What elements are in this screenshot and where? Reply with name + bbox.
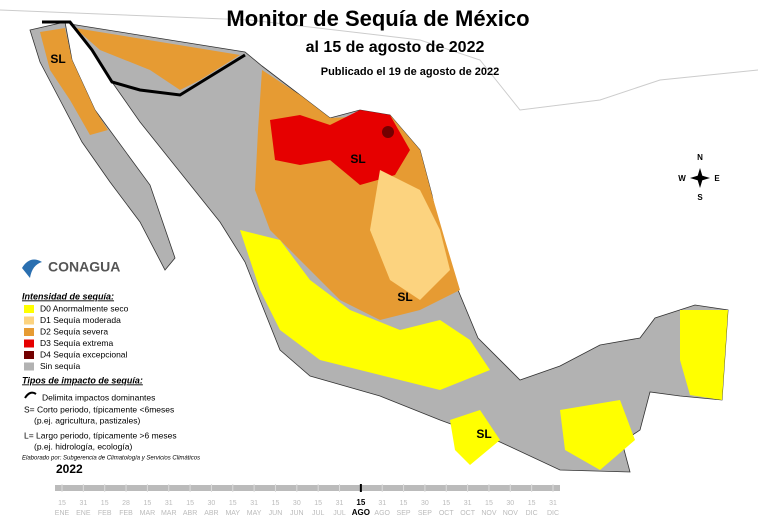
- legend-swatch: [24, 316, 34, 325]
- timeline-month: MAY: [247, 510, 262, 517]
- timeline-day: 15: [356, 498, 365, 507]
- map-label: SL: [350, 152, 365, 166]
- impact-long-example: (p.ej. hidrología, ecología): [34, 441, 132, 451]
- timeline-month: JUN: [269, 510, 283, 517]
- impact-long: L= Largo periodo, típicamente >6 meses: [24, 430, 177, 440]
- legend-label: D1 Sequía moderada: [40, 315, 121, 325]
- compass-e: E: [714, 174, 720, 183]
- timeline-day: 30: [293, 500, 301, 507]
- legend-swatch: [24, 351, 34, 359]
- timeline-day: 15: [314, 500, 322, 507]
- legend-label: D3 Sequía extrema: [40, 338, 114, 348]
- timeline-day: 15: [58, 500, 66, 507]
- timeline-month: JUN: [290, 510, 304, 517]
- timeline-day: 31: [549, 500, 557, 507]
- d2-area: [40, 28, 108, 135]
- legend-swatch: [24, 362, 34, 371]
- timeline-day: 28: [122, 500, 130, 507]
- timeline-day: 15: [186, 500, 194, 507]
- timeline-month: FEB: [98, 510, 112, 517]
- d0-area: [560, 400, 635, 470]
- d2-area: [75, 28, 240, 90]
- timeline-month: OCT: [460, 510, 476, 517]
- timeline-month: DIC: [526, 510, 538, 517]
- timeline-month: SEP: [418, 510, 432, 517]
- logo-name: CONAGUA: [48, 259, 120, 275]
- d4-area: [382, 126, 394, 138]
- timeline-day: 15: [485, 500, 493, 507]
- timeline-day: 30: [208, 500, 216, 507]
- timeline-day: 31: [165, 500, 173, 507]
- timeline-month: NOV: [481, 510, 497, 517]
- timeline-day: 15: [272, 500, 280, 507]
- published: Publicado el 19 de agosto de 2022: [321, 66, 500, 78]
- compass-n: N: [697, 153, 703, 162]
- timeline-day: 15: [442, 500, 450, 507]
- timeline-month: SEP: [397, 510, 411, 517]
- timeline-month: ENE: [55, 510, 70, 517]
- map-label: SL: [50, 52, 65, 66]
- us-coast: [0, 9, 758, 111]
- compass-w: W: [678, 174, 686, 183]
- timeline-month: FEB: [119, 510, 133, 517]
- timeline-day: 31: [336, 500, 344, 507]
- timeline-month: AGO: [374, 510, 390, 517]
- timeline-day: 31: [79, 500, 87, 507]
- title: Monitor de Sequía de México: [226, 6, 529, 31]
- legend-swatch: [24, 328, 34, 336]
- compass-rose: [690, 168, 710, 188]
- timeline-month: ABR: [204, 510, 218, 517]
- legend-label: D4 Sequía excepcional: [40, 349, 128, 359]
- timeline-day: 15: [101, 500, 109, 507]
- timeline-day: 15: [229, 500, 237, 507]
- timeline-month: MAY: [225, 510, 240, 517]
- timeline-day: 31: [378, 500, 386, 507]
- legend-label: D2 Sequía severa: [40, 326, 108, 336]
- timeline-day: 15: [528, 500, 536, 507]
- timeline-day: 15: [400, 500, 408, 507]
- timeline-day: 30: [421, 500, 429, 507]
- d0-area: [450, 410, 500, 465]
- legend-swatch: [24, 305, 34, 313]
- legend-label: D0 Anormalmente seco: [40, 303, 129, 313]
- map-label: SL: [476, 427, 491, 441]
- timeline-month: JUL: [333, 510, 346, 517]
- timeline-month: MAR: [140, 510, 156, 517]
- impact-short-example: (p.ej. agricultura, pastizales): [34, 415, 140, 425]
- d0-area: [240, 230, 490, 390]
- timeline-month: DIC: [547, 510, 559, 517]
- timeline: 15 ENE 31 ENE 15 FEB 28 FEB 15 MAR 31 MAR 15 ABR 30 ABR…: [55, 484, 559, 517]
- impact-boundary-label: Delimita impactos dominantes: [42, 392, 155, 402]
- timeline-month: MAR: [161, 510, 177, 517]
- date: al 15 de agosto de 2022: [306, 39, 485, 56]
- impact-short: S= Corto periodo, típicamente <6meses: [24, 404, 174, 414]
- timeline-month: ENE: [76, 510, 91, 517]
- timeline-month: JUL: [312, 510, 325, 517]
- compass: N S E W: [678, 153, 720, 202]
- timeline-month: AGO: [352, 508, 370, 517]
- credit: Elaborado por: Subgerencia de Climatolog…: [22, 456, 200, 462]
- d1-area: [370, 170, 450, 300]
- d3-area: [270, 110, 410, 185]
- timeline-day: 15: [143, 500, 151, 507]
- timeline-month: OCT: [439, 510, 455, 517]
- legend-label: Sin sequía: [40, 361, 80, 371]
- compass-s: S: [697, 193, 703, 202]
- timeline-day: 31: [464, 500, 472, 507]
- d0-area: [680, 310, 728, 400]
- timeline-year: 2022: [56, 462, 83, 476]
- legend-swatch: [24, 339, 34, 348]
- logo-mark: [22, 259, 42, 278]
- boundary-symbol: [24, 391, 37, 399]
- map-label: SL: [397, 290, 412, 304]
- timeline-month: ABR: [183, 510, 197, 517]
- legend-title: Intensidad de sequía:: [22, 291, 114, 301]
- timeline-day: 30: [506, 500, 514, 507]
- timeline-day: 31: [250, 500, 258, 507]
- legend: D0 Anormalmente seco D1 Sequía moderadaD2…: [24, 303, 129, 371]
- impact-title: Tipos de impacto de sequía:: [22, 375, 143, 385]
- timeline-month: NOV: [503, 510, 519, 517]
- impact-boundary: [42, 20, 246, 97]
